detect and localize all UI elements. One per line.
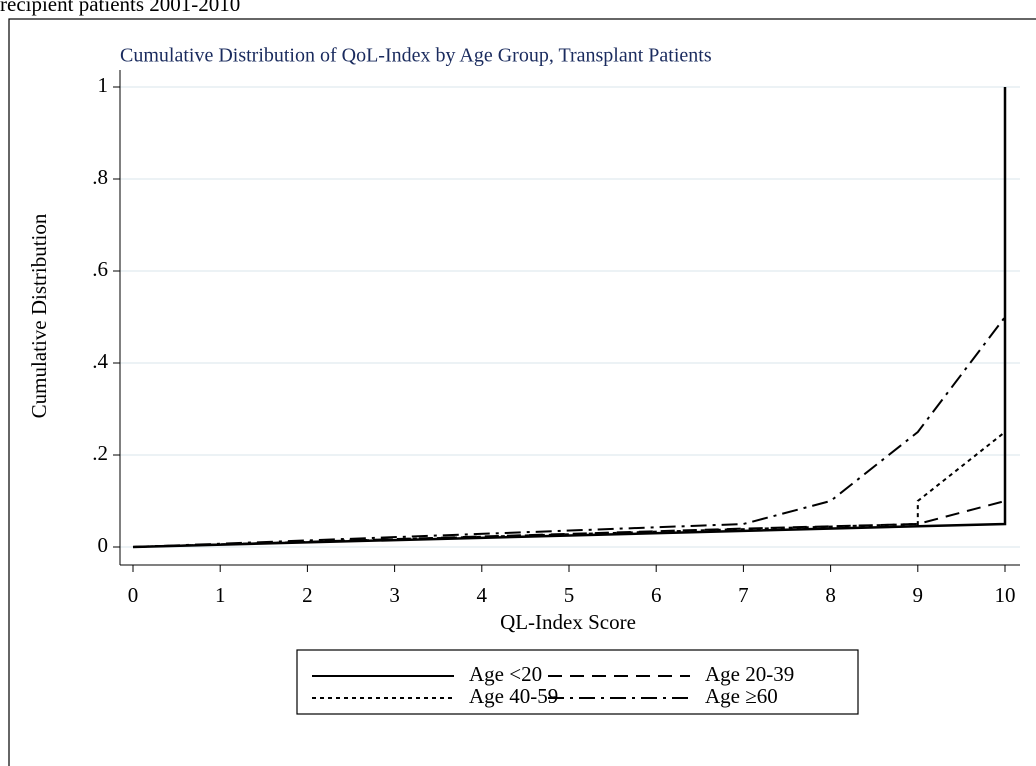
- x-tick-label: 1: [215, 583, 226, 607]
- y-tick-label: 1: [98, 73, 109, 97]
- x-tick-label: 5: [564, 583, 575, 607]
- x-tick-label: 0: [128, 583, 139, 607]
- x-tick-label: 7: [738, 583, 749, 607]
- x-tick-label: 8: [825, 583, 836, 607]
- legend-box: [296, 649, 859, 715]
- y-tick-label: 0: [98, 533, 109, 557]
- x-tick-label: 2: [302, 583, 313, 607]
- y-tick-label: .4: [92, 349, 108, 373]
- x-axis-label: QL-Index Score: [500, 610, 636, 634]
- y-tick-label: .6: [92, 257, 108, 281]
- x-tick-label: 4: [477, 583, 488, 607]
- x-tick-label: 3: [389, 583, 400, 607]
- caption: recipient patients 2001-2010: [0, 0, 240, 16]
- graph-frame: [8, 18, 1036, 766]
- legend-label: Age <20: [469, 662, 542, 686]
- x-tick-label: 10: [995, 583, 1016, 607]
- series-line: [132, 87, 1006, 548]
- legend-label: Age 20-39: [705, 662, 794, 686]
- chart-title: Cumulative Distribution of QoL-Index by …: [120, 45, 712, 67]
- y-tick-label: .2: [92, 441, 108, 465]
- y-tick-label: .8: [92, 165, 108, 189]
- series-line: [132, 87, 1006, 548]
- legend-label: Age 40-59: [469, 684, 558, 708]
- x-tick-label: 9: [913, 583, 924, 607]
- series-line: [132, 87, 1006, 548]
- x-tick-label: 6: [651, 583, 662, 607]
- y-axis-label: Cumulative Distribution: [27, 213, 51, 418]
- legend-label: Age ≥60: [705, 684, 778, 708]
